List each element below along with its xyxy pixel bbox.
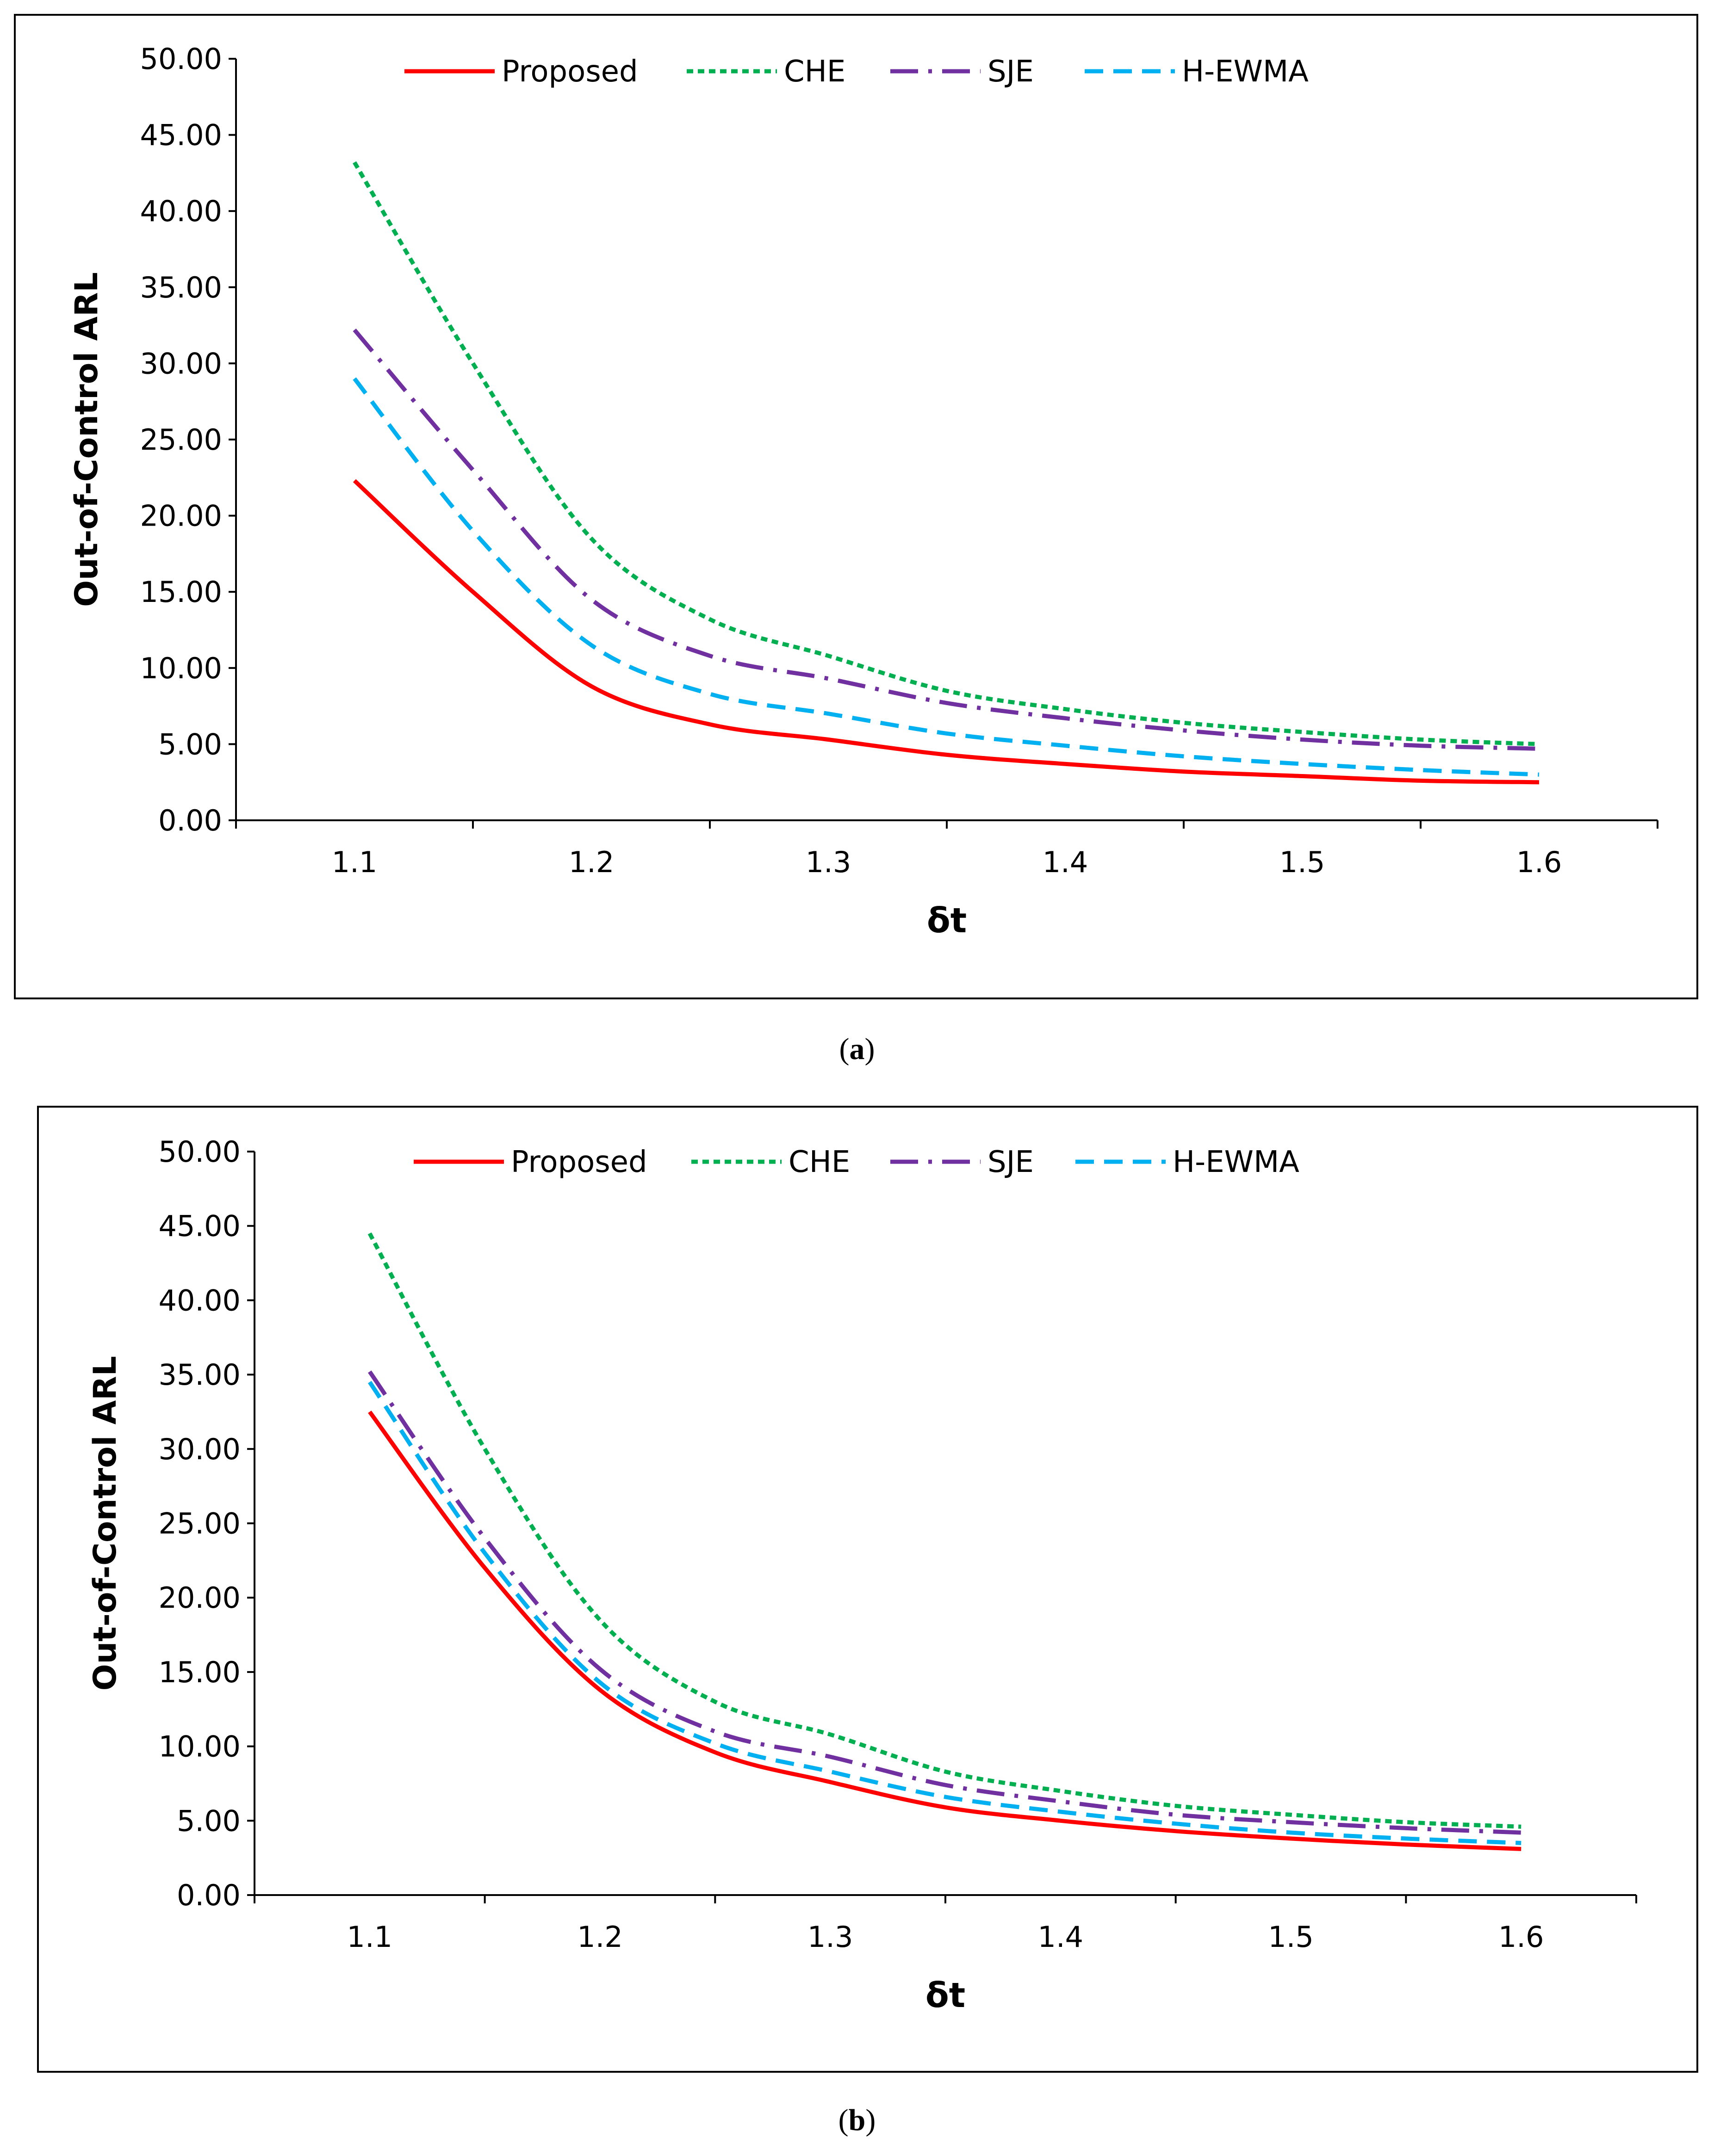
chart-b-y-tick-label: 35.00 [159, 1358, 241, 1392]
chart-a-x-tick-label: 1.4 [1043, 845, 1088, 879]
chart-a-y-tick-label: 45.00 [140, 118, 223, 152]
chart-b-y-tick-label: 10.00 [159, 1730, 241, 1764]
chart-a-y-tick-label: 15.00 [140, 575, 223, 609]
chart-panel-b: 0.00 5.00 10.00 15.00 20.00 25.00 30.00 35.00 40… [37, 1106, 1698, 2073]
chart-b-y-tick-label: 0.00 [177, 1878, 241, 1912]
chart-panel-a: 0.00 5.00 10.00 15.00 20.00 25.00 30.00 35.00 40… [14, 14, 1698, 999]
chart-b-x-tick-label: 1.5 [1268, 1920, 1314, 1954]
chart-a-legend-label-0: Proposed [502, 55, 638, 89]
chart-a-x-tick-label: 1.2 [569, 845, 615, 879]
chart-b-y-tick-label: 30.00 [159, 1432, 241, 1466]
chart-a-series-h-ewma [353, 377, 1540, 777]
chart-b-y-tick-label: 25.00 [159, 1507, 241, 1541]
chart-b-x-tick-label: 1.6 [1498, 1920, 1544, 1954]
chart-a-svg: 0.00 5.00 10.00 15.00 20.00 25.00 30.00 35.00 40… [68, 42, 1658, 941]
chart-a-y-tick-label: 50.00 [140, 42, 223, 76]
chart-b-x-tick-label: 1.4 [1038, 1920, 1084, 1954]
chart-b-x-tick-label: 1.3 [807, 1920, 853, 1954]
chart-a-y-tick-label: 40.00 [140, 194, 223, 228]
chart-b-y-tick-label: 20.00 [159, 1581, 241, 1615]
chart-a-series-che [353, 161, 1540, 746]
chart-a-series-sje [353, 328, 1540, 751]
chart-b-x-tick-label: 1.1 [347, 1920, 393, 1954]
chart-a-x-tick-label: 1.6 [1516, 845, 1562, 879]
chart-b-series-sje [368, 1370, 1521, 1835]
chart-b-x-axis-title: δt [925, 1976, 965, 2015]
chart-a-y-tick-label: 35.00 [140, 271, 223, 304]
chart-a-legend-label-2: SJE [987, 55, 1034, 89]
chart-a-y-tick-label: 5.00 [158, 727, 222, 761]
chart-b-y-axis-title: Out-of-Control ARL [87, 1356, 124, 1691]
chart-b-legend-label-2: SJE [987, 1145, 1034, 1179]
caption-a: (a) [839, 1032, 875, 1066]
chart-a-y-tick-label: 30.00 [140, 347, 223, 380]
caption-b-letter: b [848, 2103, 866, 2137]
chart-a-y-tick-label: 0.00 [158, 804, 222, 837]
chart-a-x-tick-label: 1.3 [806, 845, 851, 879]
chart-a-y-tick-label: 10.00 [140, 651, 223, 685]
chart-a-y-axis-title: Out-of-Control ARL [68, 272, 105, 607]
chart-b-series-h-ewma [368, 1381, 1521, 1845]
chart-b-legend-label-0: Proposed [511, 1145, 647, 1179]
chart-a-x-axis-title: δt [927, 901, 967, 941]
chart-b-legend-label-3: H-EWMA [1173, 1145, 1299, 1179]
chart-b-series-che [367, 1232, 1521, 1829]
chart-b-y-tick-label: 5.00 [177, 1804, 241, 1838]
chart-b-y-tick-label: 50.00 [159, 1135, 241, 1169]
chart-a-x-tick-label: 1.5 [1279, 845, 1325, 879]
chart-a-y-tick-label: 25.00 [140, 423, 223, 457]
chart-b-y-tick-label: 40.00 [159, 1283, 241, 1317]
caption-b: (b) [838, 2103, 876, 2137]
chart-b-y-tick-label: 15.00 [159, 1655, 241, 1689]
chart-a-series-proposed [353, 479, 1540, 785]
chart-a-y-tick-label: 20.00 [140, 499, 223, 533]
caption-a-letter: a [849, 1032, 865, 1066]
chart-a-x-tick-label: 1.1 [332, 845, 378, 879]
chart-a-legend-label-1: CHE [784, 55, 845, 89]
chart-b-y-tick-label: 45.00 [159, 1209, 241, 1243]
chart-a-legend-label-3: H-EWMA [1182, 55, 1309, 89]
chart-b-series-proposed [368, 1410, 1521, 1851]
chart-b-svg: 0.00 5.00 10.00 15.00 20.00 25.00 30.00 35.00 40… [87, 1135, 1637, 2015]
chart-b-legend-label-1: CHE [789, 1145, 850, 1179]
chart-b-x-tick-label: 1.2 [577, 1920, 623, 1954]
